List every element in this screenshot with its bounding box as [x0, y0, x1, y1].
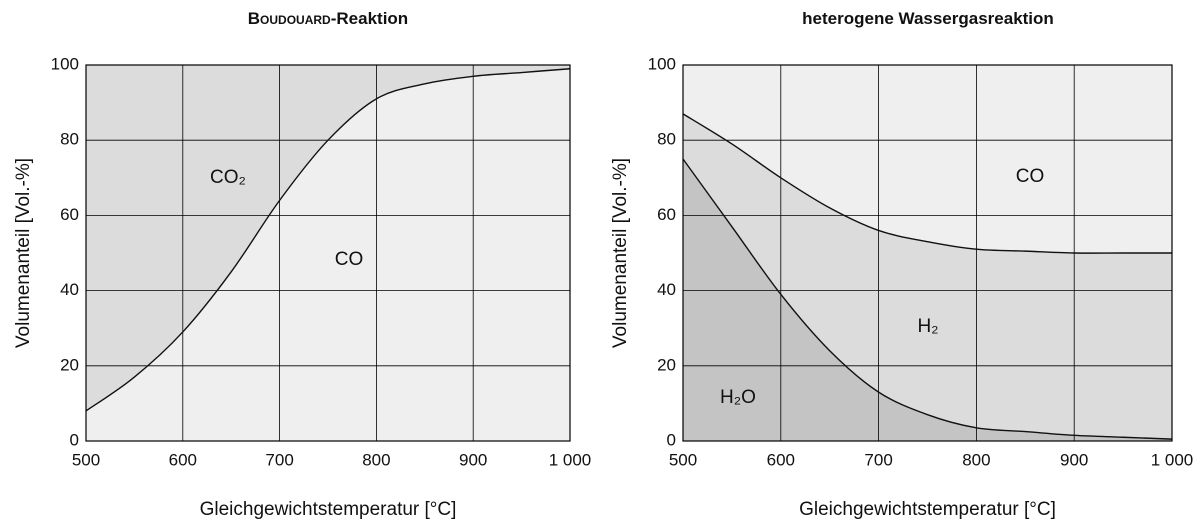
area: [86, 65, 570, 411]
y-tick-label: 0: [667, 430, 676, 449]
x-tick-label: 600: [767, 450, 795, 469]
area-label: CO₂: [210, 167, 246, 188]
y-tick-label: 0: [70, 430, 79, 449]
plot-frame: [682, 64, 1173, 442]
y-tick-label: 60: [657, 205, 676, 224]
x-tick-label: 1 000: [1151, 450, 1194, 469]
y-tick-label: 100: [648, 54, 676, 73]
y-axis-label: Volumenanteil [Vol.-%]: [610, 158, 631, 348]
y-tick-label: 40: [657, 280, 676, 299]
y-axis-label: Volumenanteil [Vol.-%]: [13, 158, 34, 348]
title-part: Boudouard: [248, 9, 331, 28]
x-tick-label: 700: [864, 450, 892, 469]
area: [683, 159, 1172, 441]
x-tick-label: 700: [265, 450, 293, 469]
y-tick-label: 20: [60, 355, 79, 374]
area-label: H₂: [917, 316, 938, 337]
x-tick-label: 900: [459, 450, 487, 469]
title-part: -Reaktion: [331, 9, 408, 28]
x-tick-label: 800: [962, 450, 990, 469]
x-axis-label: Gleichgewichtstemperatur [°C]: [799, 499, 1056, 520]
chart-title: Boudouard-Reaktion: [248, 9, 408, 28]
curve: [682, 158, 1173, 440]
y-tick-label: 40: [60, 280, 79, 299]
title-part: heterogene Wassergasreaktion: [802, 9, 1054, 28]
x-tick-label: 500: [72, 450, 100, 469]
y-tick-label: 80: [60, 130, 79, 149]
area-label: CO: [335, 249, 364, 270]
plot-frame: [85, 64, 571, 442]
area-label: CO: [1016, 166, 1045, 187]
y-tick-label: 60: [60, 205, 79, 224]
x-axis-label: Gleichgewichtstemperatur [°C]: [200, 499, 457, 520]
x-tick-label: 1 000: [549, 450, 592, 469]
x-tick-label: 600: [169, 450, 197, 469]
y-tick-label: 100: [51, 54, 79, 73]
area: [683, 113, 1172, 440]
x-tick-label: 900: [1060, 450, 1088, 469]
area-label: H₂O: [720, 387, 756, 408]
x-tick-label: 800: [362, 450, 390, 469]
y-tick-label: 80: [657, 130, 676, 149]
area: [86, 68, 570, 441]
y-tick-label: 20: [657, 355, 676, 374]
curve: [682, 113, 1172, 254]
curve: [85, 68, 571, 412]
x-tick-label: 500: [669, 450, 697, 469]
chart-title: heterogene Wassergasreaktion: [802, 9, 1054, 28]
area: [683, 65, 1172, 254]
